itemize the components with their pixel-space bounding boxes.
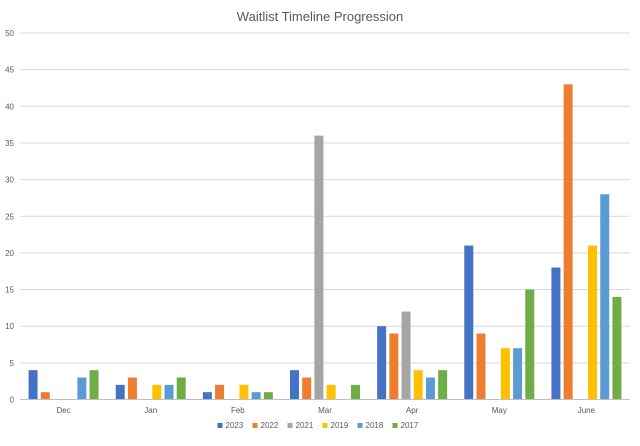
bar-2018-jan <box>164 384 174 400</box>
bar-2019-june <box>588 245 598 400</box>
bar-2017-apr <box>438 370 448 400</box>
bar-2023-apr <box>377 326 387 400</box>
y-tick-label: 45 <box>5 66 14 75</box>
y-axis-ticks: 0 5 10 15 20 25 30 35 40 45 50 <box>5 29 14 405</box>
chart-title: Waitlist Timeline Progression <box>237 9 403 24</box>
bar-2017-jan <box>176 377 186 400</box>
y-tick-label: 5 <box>10 359 15 368</box>
bar-2017-mar <box>351 384 360 400</box>
bar-2017-may <box>525 289 535 400</box>
bar-2023-dec <box>28 370 38 400</box>
bar-2019-jan <box>152 384 162 400</box>
y-tick-label: 40 <box>5 102 14 111</box>
y-tick-label: 35 <box>5 139 14 148</box>
bar-2018-feb <box>251 392 261 400</box>
bar-2022-june <box>563 84 573 400</box>
x-axis-ticks: Dec Jan Feb Mar Apr May June <box>56 406 595 415</box>
legend-label: 2021 <box>296 421 314 430</box>
bar-2022-dec <box>40 392 50 400</box>
x-tick-label: Dec <box>56 406 70 415</box>
legend-label: 2022 <box>261 421 279 430</box>
bar-2019-mar <box>326 384 336 400</box>
bar-2017-june <box>612 296 622 400</box>
legend-swatch <box>392 423 398 428</box>
legend-swatch <box>217 423 223 428</box>
legend-swatch <box>357 423 363 428</box>
y-tick-label: 10 <box>5 322 14 331</box>
legend-label: 2018 <box>366 421 384 430</box>
legend: 2023 2022 2021 2019 2018 2017 <box>217 421 419 430</box>
bar-2018-apr <box>425 377 435 400</box>
bar-2023-june <box>551 267 561 400</box>
bar-2018-may <box>513 348 523 400</box>
bar-2022-feb <box>215 384 225 400</box>
y-tick-label: 30 <box>5 176 14 185</box>
y-tick-label: 15 <box>5 286 14 295</box>
bar-2022-may <box>476 333 486 400</box>
legend-item-2017: 2017 <box>392 421 419 430</box>
bar-2017-feb <box>263 392 273 400</box>
legend-swatch <box>322 423 328 428</box>
legend-item-2023: 2023 <box>217 421 244 430</box>
x-tick-label: May <box>492 406 507 415</box>
bar-2019-may <box>500 348 510 400</box>
gridlines <box>20 32 630 364</box>
x-tick-label: Apr <box>406 406 419 415</box>
legend-label: 2019 <box>331 421 349 430</box>
bar-2017-dec <box>89 370 99 400</box>
y-tick-label: 25 <box>5 212 14 221</box>
y-tick-label: 50 <box>5 29 14 38</box>
x-tick-label: Mar <box>318 406 332 415</box>
bar-2019-apr <box>413 370 423 400</box>
legend-swatch <box>252 423 258 428</box>
bar-2023-mar <box>290 370 299 400</box>
legend-item-2021: 2021 <box>287 421 314 430</box>
legend-label: 2023 <box>226 421 244 430</box>
bar-2023-jan <box>115 384 125 400</box>
bars <box>28 84 622 400</box>
x-tick-label: Feb <box>231 406 245 415</box>
bar-2023-may <box>464 245 474 400</box>
bar-2021-mar <box>314 135 324 400</box>
bar-2022-jan <box>127 377 137 400</box>
legend-item-2022: 2022 <box>252 421 279 430</box>
legend-item-2019: 2019 <box>322 421 349 430</box>
bar-2021-apr <box>401 311 411 400</box>
legend-label: 2017 <box>401 421 419 430</box>
legend-item-2018: 2018 <box>357 421 384 430</box>
bar-2018-june <box>600 194 610 400</box>
y-tick-label: 0 <box>10 396 15 405</box>
x-tick-label: June <box>578 406 596 415</box>
legend-swatch <box>287 423 293 428</box>
bar-2019-feb <box>239 384 249 400</box>
bar-2022-apr <box>389 333 399 400</box>
y-tick-label: 20 <box>5 249 14 258</box>
bar-2022-mar <box>302 377 312 400</box>
bar-2023-feb <box>202 392 212 400</box>
bar-2018-dec <box>77 377 87 400</box>
x-tick-label: Jan <box>144 406 157 415</box>
